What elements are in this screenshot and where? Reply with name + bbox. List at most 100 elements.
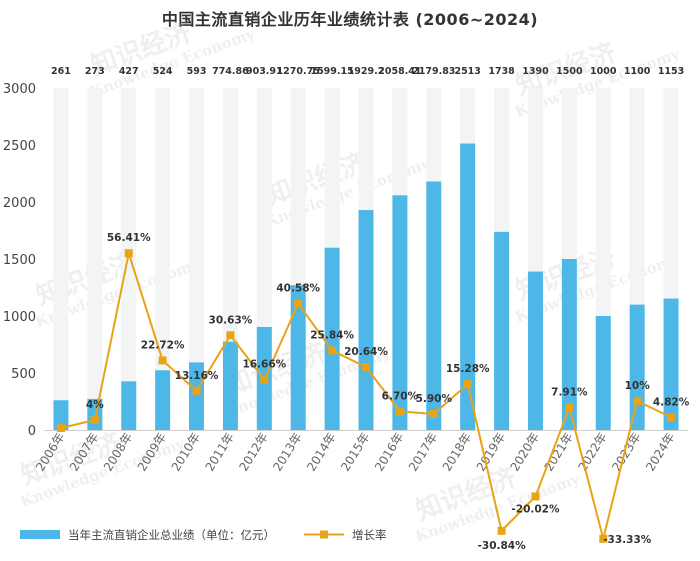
growth-rate-label: 20.64%	[344, 346, 388, 358]
x-tick-label: 2013年	[270, 430, 304, 474]
growth-rate-label: 15.28%	[446, 363, 490, 375]
bar-value-label: 1738	[488, 66, 515, 77]
bar-value-label: 2513	[454, 66, 480, 77]
bar-value-label: 2179.83	[412, 66, 455, 77]
y-tick-label: 2500	[3, 139, 36, 154]
bar-value-label: 1500	[556, 66, 583, 77]
x-tick-label: 2016年	[372, 430, 406, 474]
x-tick-label: 2023年	[609, 430, 643, 474]
y-tick-label: 3000	[3, 82, 36, 97]
x-tick-label: 2014年	[304, 430, 338, 474]
bar	[595, 316, 611, 430]
bar-background	[53, 88, 69, 430]
bar-value-label: 1929.2	[348, 66, 385, 77]
x-tick-label: 2011年	[203, 430, 237, 474]
bar	[561, 259, 577, 430]
bar	[53, 400, 69, 430]
bar	[494, 231, 510, 430]
growth-rate-label: 10%	[625, 380, 651, 392]
bar	[121, 381, 137, 430]
growth-point	[56, 424, 65, 432]
y-tick-label: 0	[28, 424, 36, 439]
bar-value-label: 1153	[658, 66, 684, 77]
bar-value-label: 1270.75	[277, 66, 320, 77]
bar-value-label: 1100	[624, 66, 651, 77]
growth-rate-label: 5.90%	[416, 393, 453, 405]
bar	[155, 370, 171, 430]
bar	[290, 285, 306, 430]
growth-rate-label: 6.70%	[382, 390, 419, 402]
x-tick-label: 2015年	[338, 430, 372, 474]
bar	[189, 362, 205, 430]
bar-value-label: 1000	[590, 66, 617, 77]
bar	[460, 143, 476, 430]
growth-point	[90, 416, 99, 424]
bar-value-label: 273	[85, 66, 105, 77]
growth-point	[294, 299, 303, 308]
legend-label-line: 增长率	[352, 528, 387, 542]
growth-point	[328, 346, 337, 355]
growth-rate-label: 4%	[86, 399, 104, 411]
y-tick-label: 1500	[3, 253, 36, 268]
bar-background	[189, 88, 205, 430]
growth-point	[395, 407, 404, 416]
growth-rate-label: 16.66%	[242, 359, 286, 371]
x-tick-label: 2012年	[236, 430, 270, 474]
growth-point	[599, 534, 608, 543]
growth-point	[226, 331, 235, 340]
growth-rate-label: 30.63%	[209, 314, 253, 326]
bar-value-label: 903.91	[246, 66, 283, 77]
x-tick-label: 2018年	[440, 430, 474, 474]
bar-background	[155, 88, 171, 430]
bar	[663, 298, 679, 430]
growth-point	[429, 409, 438, 418]
growth-point	[158, 356, 167, 365]
growth-point	[124, 249, 133, 258]
growth-rate-label: 13.16%	[175, 370, 219, 382]
bar	[222, 341, 238, 430]
legend-swatch-marker	[320, 530, 328, 539]
growth-point	[531, 492, 540, 501]
growth-point	[565, 403, 574, 412]
bar	[629, 304, 645, 430]
legend-label-bar: 当年主流直销企业总业绩（单位：亿元）	[68, 528, 275, 542]
bar-value-label: 1390	[522, 66, 549, 77]
growth-point	[463, 380, 472, 389]
growth-point	[260, 375, 269, 384]
growth-rate-label: -20.02%	[511, 503, 560, 515]
y-tick-label: 2000	[3, 196, 36, 211]
growth-point	[667, 413, 676, 422]
growth-point	[497, 526, 506, 535]
y-tick-label: 500	[11, 367, 36, 382]
bar-value-label: 261	[51, 66, 71, 77]
growth-rate-label: 22.72%	[141, 339, 185, 351]
y-tick-label: 1000	[3, 310, 36, 325]
bar-value-label: 774.86	[212, 66, 249, 77]
growth-rate-label: 4.82%	[653, 396, 690, 408]
x-tick-label: 2020年	[508, 430, 542, 474]
growth-point	[362, 363, 370, 372]
bar-value-label: 2058.41	[378, 66, 421, 77]
bar	[426, 181, 442, 430]
bar-value-label: 427	[119, 66, 139, 77]
growth-point	[192, 386, 201, 395]
bar	[358, 210, 374, 430]
bar	[324, 247, 340, 430]
bar	[392, 195, 408, 430]
growth-rate-label: 56.41%	[107, 232, 151, 244]
growth-rate-label: -30.84%	[478, 540, 527, 552]
legend-swatch-bar	[20, 530, 60, 539]
bar	[527, 271, 543, 430]
chart-title: 中国主流直销企业历年业绩统计表 (2006~2024)	[161, 10, 539, 29]
x-tick-label: 2017年	[406, 430, 440, 474]
growth-rate-label: 7.91%	[551, 387, 588, 399]
bar-value-label: 1599.15	[310, 66, 353, 77]
x-tick-label: 2024年	[643, 430, 677, 474]
bar-value-label: 593	[187, 66, 207, 77]
growth-point	[633, 396, 642, 405]
growth-rate-label: 40.58%	[276, 283, 320, 295]
bar-background	[87, 88, 103, 430]
bar-background	[121, 88, 137, 430]
